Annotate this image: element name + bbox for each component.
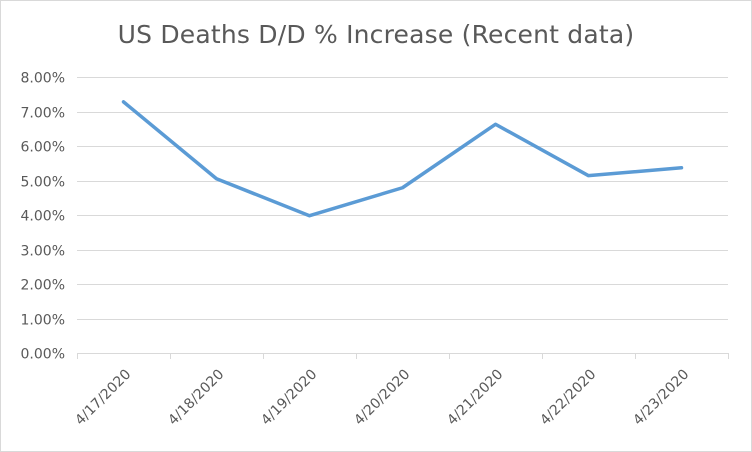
x-tick-label: 4/23/2020 (630, 367, 692, 429)
y-tick-label: 3.00% (21, 244, 65, 260)
y-tick-label: 1.00% (21, 313, 65, 329)
y-tick-label: 8.00% (21, 71, 65, 87)
x-tick-label: 4/18/2020 (165, 367, 227, 429)
series-line (121, 100, 684, 218)
y-tick-label: 2.00% (21, 278, 65, 294)
y-tick-label: 5.00% (21, 175, 65, 191)
x-tick-label: 4/21/2020 (444, 367, 506, 429)
y-tick-label: 6.00% (21, 140, 65, 156)
chart-title: US Deaths D/D % Increase (Recent data) (117, 20, 635, 49)
x-tick-label: 4/17/2020 (72, 367, 134, 429)
y-tick-label: 4.00% (21, 209, 65, 225)
x-tick-label: 4/19/2020 (258, 367, 320, 429)
x-tick-label: 4/22/2020 (537, 367, 599, 429)
x-tick-label: 4/20/2020 (351, 367, 413, 429)
y-tick-label: 0.00% (21, 347, 65, 363)
y-tick-label: 7.00% (21, 106, 65, 122)
